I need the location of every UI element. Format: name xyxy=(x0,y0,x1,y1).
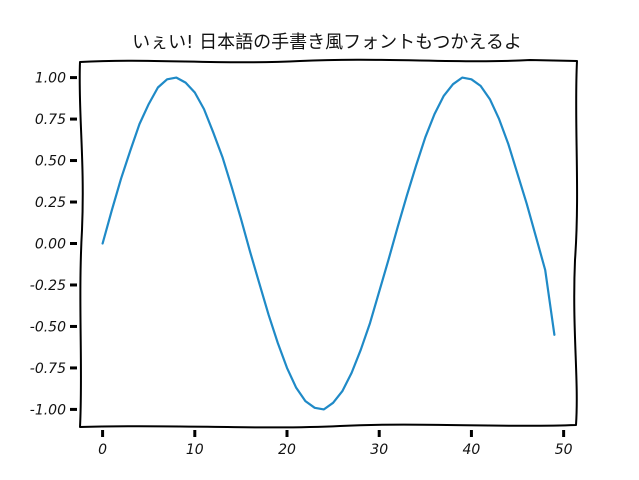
x-tick-label: 20 xyxy=(278,442,296,458)
y-axis: 1.00 0.75 0.50 0.25 0.00 -0.25 -0.50 -0.75 -1.00 xyxy=(30,71,77,418)
plot-area-frame xyxy=(78,58,579,429)
y-tick-label: 0.00 xyxy=(35,237,66,253)
series-line xyxy=(101,76,556,411)
x-tick-label: 30 xyxy=(370,442,388,458)
x-tick-label: 0 xyxy=(98,442,107,458)
x-tick-label: 50 xyxy=(555,442,573,458)
y-tick-label: -1.00 xyxy=(30,402,66,418)
series-group xyxy=(101,76,556,411)
y-tick-label: 1.00 xyxy=(35,71,66,87)
y-tick-label: 0.50 xyxy=(35,154,66,170)
y-tick-label: 0.75 xyxy=(35,112,66,128)
chart-title: いぇい! 日本語の手書き風フォントもつかえるよ xyxy=(132,32,522,53)
x-tick-label: 10 xyxy=(186,442,204,458)
x-tick-label: 40 xyxy=(463,442,481,458)
y-tick-label: -0.50 xyxy=(30,319,66,335)
y-tick-label: 0.25 xyxy=(35,195,66,211)
y-tick-label: -0.25 xyxy=(30,278,66,294)
y-tick-label: -0.75 xyxy=(30,361,66,377)
x-axis: 0 10 20 30 40 50 xyxy=(98,430,573,458)
